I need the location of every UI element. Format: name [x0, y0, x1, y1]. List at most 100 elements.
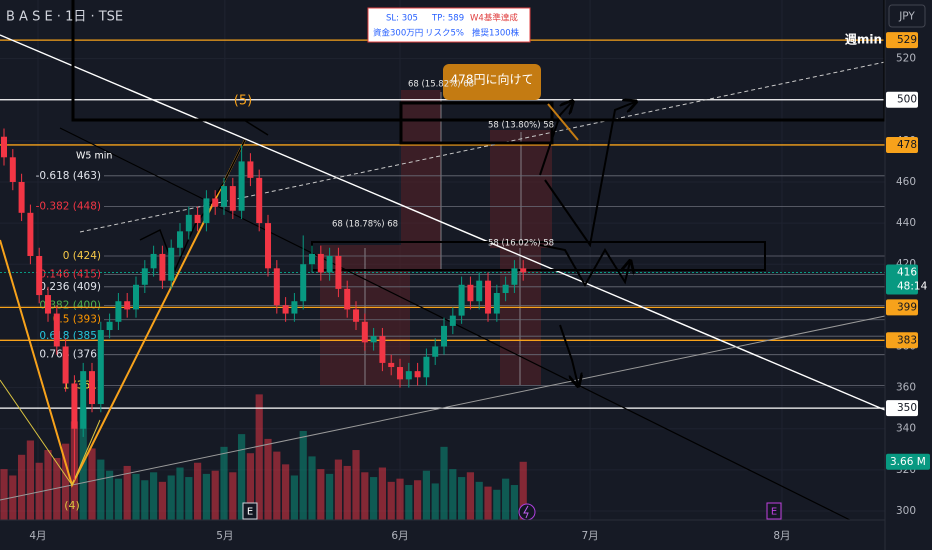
dividend-icon — [523, 505, 529, 519]
currency-label: JPY — [898, 11, 915, 23]
candle-body — [458, 284, 465, 316]
candle-body — [256, 177, 263, 224]
candle-body — [133, 284, 140, 310]
price-marker — [886, 32, 918, 49]
price-marker-label: 383 — [897, 334, 917, 346]
candle-body — [80, 371, 87, 429]
volume-bar — [141, 480, 149, 520]
w5-min-label: W5 min — [76, 151, 112, 162]
volume-bar — [220, 446, 228, 520]
y-tick-label: 340 — [896, 423, 916, 435]
y-tick-label: 440 — [896, 217, 916, 229]
price-marker — [886, 400, 918, 417]
volume-bar — [440, 446, 448, 520]
candle-body — [168, 247, 175, 281]
candle-body — [423, 356, 430, 378]
info-box: SL: 305 TP: 589 W4基準達成 資金300万円 リスク5% 推奨1… — [367, 7, 531, 43]
candle-body — [203, 198, 210, 224]
callout-pointer — [547, 103, 579, 141]
fib-label: 0 (424) — [63, 250, 101, 262]
price-marker-label: 416 — [897, 266, 917, 278]
candle-body — [273, 268, 280, 306]
measure-label: 58 (13.80%) 58 — [488, 121, 554, 131]
candle-body — [27, 212, 34, 256]
volume-bar — [308, 456, 316, 520]
volume-bar — [334, 459, 343, 520]
volume-bar — [150, 472, 158, 520]
candle-body — [97, 330, 104, 405]
fib-label: 0.764 (376) — [39, 349, 101, 361]
volume-bar — [414, 480, 422, 520]
price-marker — [886, 332, 918, 349]
candle-body — [485, 280, 492, 314]
candle-body — [89, 371, 96, 405]
candle-body — [159, 253, 166, 281]
candle-body — [238, 161, 245, 211]
time-axis — [0, 520, 885, 550]
x-tick-label: 7月 — [582, 530, 599, 542]
candle-body — [185, 214, 192, 232]
candle-body — [449, 315, 456, 326]
volume-marker-label: 3.66 M — [890, 456, 926, 468]
candle-body — [344, 288, 351, 310]
candle-body — [212, 198, 219, 207]
callout-text: 478円に向けて — [451, 72, 534, 87]
info-status: W4基準達成 — [470, 13, 518, 24]
x-tick-label: 4月 — [29, 530, 46, 542]
candle-body — [221, 186, 228, 207]
candle-body — [229, 186, 236, 211]
volume-bar — [396, 478, 404, 520]
candle-body — [370, 336, 377, 343]
candle-body — [106, 321, 113, 331]
candle-body — [405, 371, 412, 380]
volume-bar — [167, 475, 175, 520]
candle-body — [45, 295, 52, 314]
candle-body — [335, 255, 342, 289]
volume-bar — [405, 485, 413, 520]
volume-bar — [378, 467, 387, 520]
volume-bar — [484, 486, 492, 520]
candle-body — [62, 346, 69, 384]
earnings-marker-text: E — [247, 507, 253, 518]
measure-label: 68 (18.78%) 68 — [332, 220, 398, 230]
y-tick-label: 360 — [896, 382, 916, 394]
volume-bar — [255, 394, 263, 520]
candle-body — [441, 325, 448, 347]
fib-label: 0.236 (409) — [39, 281, 101, 293]
info-risk: リスク5% — [425, 29, 464, 39]
info-tp: TP: 589 — [431, 14, 464, 24]
wave-line — [0, 379, 101, 487]
wave-label: (5) — [234, 94, 252, 109]
candle-body — [124, 301, 131, 310]
fib-label: 0.146 (415) — [39, 268, 101, 280]
candle-body — [247, 161, 254, 178]
candle-body — [467, 284, 474, 302]
volume-bar — [18, 454, 26, 520]
candle-body — [282, 305, 289, 314]
measure-label: 68 (15.82%) 68 — [408, 80, 474, 90]
volume-bar — [132, 473, 140, 520]
candle-body — [397, 367, 404, 380]
candle-body — [432, 346, 439, 357]
candle-body — [520, 268, 527, 273]
candle-body — [476, 280, 483, 302]
callout-box — [443, 64, 541, 100]
volume-bar — [282, 464, 290, 520]
volume-bar — [290, 475, 299, 520]
volume-bar — [466, 472, 475, 520]
fib-label: -0.618 (463) — [36, 170, 101, 182]
wave-line — [243, 119, 269, 136]
countdown-label: 48:14 — [897, 280, 928, 292]
scenario-arrow — [539, 102, 572, 176]
candle-body — [414, 371, 421, 378]
volume-bar — [211, 470, 219, 520]
measure-label: 58 (16.02%) 58 — [488, 239, 554, 249]
volume-bar — [194, 462, 202, 520]
candle-body — [194, 214, 201, 224]
candle-body — [53, 313, 60, 347]
volume-bar — [106, 470, 114, 520]
currency-box — [888, 4, 926, 28]
plot-background — [0, 0, 885, 520]
